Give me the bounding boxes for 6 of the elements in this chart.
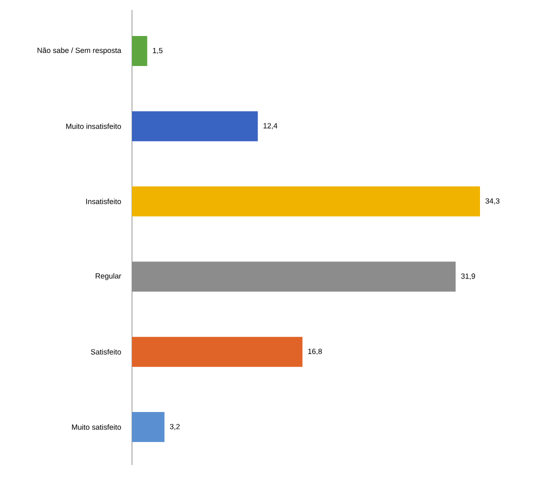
bar <box>132 36 148 66</box>
bar <box>132 412 164 442</box>
bar <box>132 111 258 142</box>
bar <box>132 336 302 367</box>
bar <box>132 262 456 292</box>
bar <box>132 186 480 216</box>
